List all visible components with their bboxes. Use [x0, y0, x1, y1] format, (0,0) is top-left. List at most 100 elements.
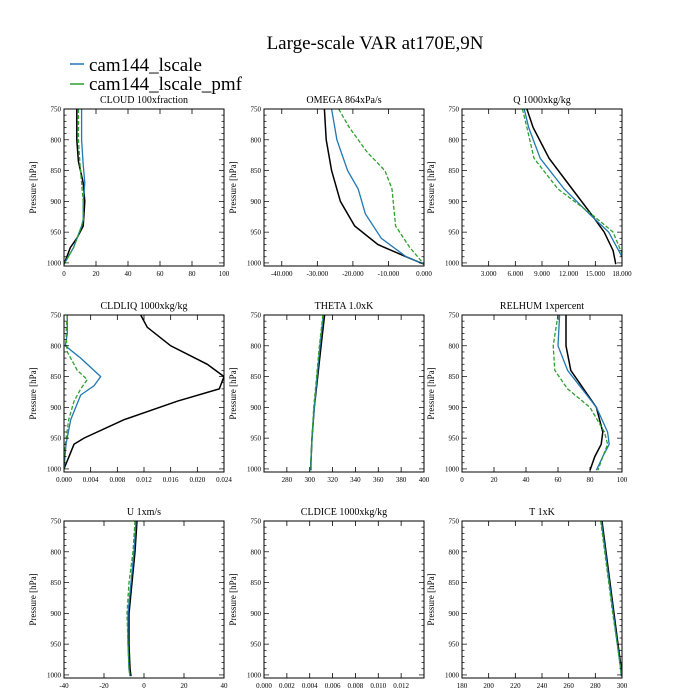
panels: CLOUD 100xfraction Pressure [hPa] 0 20 40 60 8…: [28, 95, 632, 690]
y-tick-label: 900: [51, 198, 62, 206]
y-axis-label: Pressure [hPa]: [28, 161, 38, 213]
y-tick-label: 1000: [247, 259, 262, 267]
x-tick-label: 0.006: [325, 682, 341, 690]
x-tick-label: 6.000: [507, 270, 523, 278]
y-tick-label: 750: [251, 106, 262, 114]
panel-title: CLDLIQ 1000xkg/kg: [101, 301, 188, 312]
y-axis-label: Pressure [hPa]: [228, 367, 238, 419]
y-tick-label: 950: [251, 435, 262, 443]
series-line-cam144_lscale_pmf: [64, 109, 84, 265]
y-tick-label: 850: [251, 579, 262, 587]
x-tick-label: 200: [483, 682, 494, 690]
y-tick-label: 1000: [47, 671, 62, 679]
y-tick-label: 900: [449, 404, 460, 412]
y-tick-label: 800: [251, 548, 262, 556]
plot-frame: [63, 314, 225, 473]
x-tick-label: 12.000: [559, 270, 579, 278]
x-tick-label: 180: [457, 682, 468, 690]
panel-title: OMEGA 864xPa/s: [306, 95, 381, 106]
panel-title: THETA 1.0xK: [315, 301, 374, 312]
y-axis-label: Pressure [hPa]: [426, 367, 436, 419]
x-tick-label: 15.000: [586, 270, 606, 278]
y-tick-label: 800: [51, 548, 62, 556]
x-tick-label: 0: [62, 270, 66, 278]
x-tick-label: 20: [491, 476, 499, 484]
y-tick-label: 950: [449, 435, 460, 443]
panel-3: CLDLIQ 1000xkg/kg Pressure [hPa] 0.000 0.00…: [28, 301, 232, 484]
series-group: [126, 521, 138, 677]
y-tick-label: 800: [251, 136, 262, 144]
panel-title: CLDICE 1000xkg/kg: [301, 507, 387, 518]
y-tick-label: 750: [51, 312, 62, 320]
x-tick-label: 0: [460, 476, 464, 484]
series-line-cam144_lscale_pmf: [552, 315, 609, 471]
series-line-reference: [323, 109, 424, 265]
panel-7: CLDICE 1000xkg/kg Pressure [hPa] 0.000 0.00…: [228, 507, 425, 690]
series-line-cam144_lscale: [127, 521, 137, 677]
panel-title: U 1xm/s: [127, 507, 161, 518]
legend: cam144_lscale cam144_lscale_pmf: [70, 55, 243, 95]
y-tick-label: 800: [449, 136, 460, 144]
series-line-cam144_lscale: [330, 109, 424, 265]
y-axis-label: Pressure [hPa]: [28, 573, 38, 625]
legend-label-0: cam144_lscale: [89, 55, 202, 76]
series-line-cam144_lscale_pmf: [64, 315, 89, 469]
plot-frame: [263, 314, 425, 473]
y-tick-label: 850: [449, 579, 460, 587]
y-tick-label: 850: [251, 167, 262, 175]
panel-title: Q 1000xkg/kg: [513, 95, 571, 106]
series-line-cam144_lscale: [523, 109, 622, 258]
series-group: [552, 315, 610, 471]
series-group: [310, 315, 326, 471]
x-tick-label: 220: [510, 682, 521, 690]
y-tick-label: 950: [449, 229, 460, 237]
series-group: [64, 109, 86, 265]
x-tick-label: 60: [157, 270, 165, 278]
y-tick-label: 750: [449, 106, 460, 114]
y-tick-label: 1000: [247, 465, 262, 473]
y-tick-label: 850: [51, 373, 62, 381]
y-tick-label: 900: [51, 404, 62, 412]
y-tick-label: 1000: [445, 259, 460, 267]
x-tick-label: -30.000: [307, 270, 329, 278]
series-group: [521, 109, 622, 265]
panel-1: OMEGA 864xPa/s Pressure [hPa] -40.000 -30.0…: [228, 95, 432, 278]
y-tick-label: 850: [251, 373, 262, 381]
x-tick-label: 300: [617, 682, 628, 690]
plot-frame: [63, 520, 225, 679]
y-tick-label: 1000: [47, 259, 62, 267]
y-tick-label: 750: [449, 312, 460, 320]
y-tick-label: 950: [51, 641, 62, 649]
x-tick-label: 0.004: [302, 682, 318, 690]
x-tick-label: 0.010: [370, 682, 386, 690]
y-tick-label: 850: [449, 373, 460, 381]
panel-title: CLOUD 100xfraction: [100, 95, 188, 106]
x-tick-label: 260: [563, 682, 574, 690]
y-tick-label: 900: [251, 198, 262, 206]
y-tick-label: 800: [251, 342, 262, 350]
panel-6: U 1xm/s Pressure [hPa] -40 -20 0 20 40 750 800 85…: [28, 507, 228, 690]
x-tick-label: 18.000: [612, 270, 632, 278]
x-tick-label: -10.000: [378, 270, 400, 278]
y-tick-label: 950: [51, 229, 62, 237]
x-tick-label: 20: [181, 682, 189, 690]
x-tick-label: 0.000: [56, 476, 72, 484]
y-tick-label: 950: [449, 641, 460, 649]
x-tick-label: -20: [99, 682, 109, 690]
series-line-cam144_lscale_pmf: [338, 109, 424, 265]
y-tick-label: 900: [251, 610, 262, 618]
series-line-cam144_lscale_pmf: [600, 521, 622, 677]
series-line-reference: [310, 315, 326, 471]
series-line-reference: [64, 109, 86, 265]
panel-4: THETA 1.0xK Pressure [hPa] 280 300 320 340 360…: [228, 301, 430, 484]
y-tick-label: 900: [251, 404, 262, 412]
x-tick-label: -20.000: [342, 270, 364, 278]
series-line-reference: [64, 315, 224, 470]
x-tick-label: 3.000: [481, 270, 497, 278]
y-tick-label: 1000: [47, 465, 62, 473]
x-tick-label: 40: [221, 682, 229, 690]
x-tick-label: 0.012: [393, 682, 409, 690]
plot-frame: [461, 314, 623, 473]
series-line-cam144_lscale_pmf: [310, 315, 324, 471]
panel-8: T 1xK Pressure [hPa] 180 200 220 240 260 280 300…: [426, 507, 628, 690]
